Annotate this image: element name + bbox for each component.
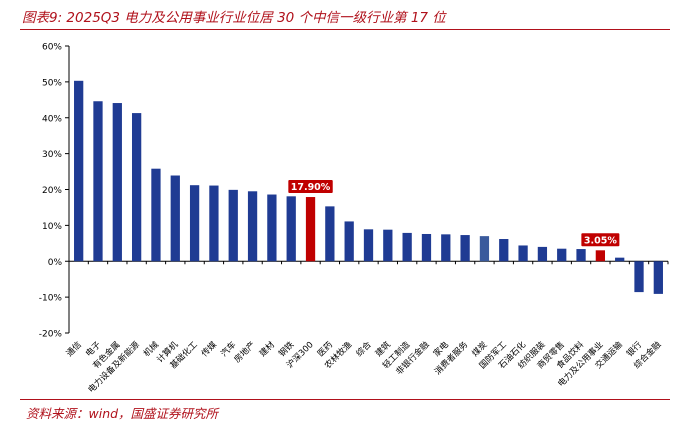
bar-27 xyxy=(595,250,606,262)
title-divider xyxy=(20,29,670,30)
x-category-label: 传媒 xyxy=(199,339,219,359)
y-tick-label: 50% xyxy=(42,78,62,88)
bar-28 xyxy=(615,257,625,262)
x-category-label: 综合 xyxy=(354,339,374,359)
bar-21 xyxy=(479,236,490,262)
bar-8 xyxy=(228,189,238,262)
x-category-label: 建材 xyxy=(257,339,277,359)
bar-26 xyxy=(576,249,586,262)
bar-3 xyxy=(131,113,142,262)
figure-title: 图表9: 2025Q3 电力及公用事业行业位居 30 个中信一级行业第 17 位 xyxy=(22,10,446,26)
bar-7 xyxy=(209,185,219,262)
bar-16 xyxy=(383,229,393,262)
y-tick-label: -20% xyxy=(39,330,63,340)
bar-13 xyxy=(325,206,335,262)
bar-29 xyxy=(634,261,644,293)
source-note: 资料来源：wind，国盛证券研究所 xyxy=(26,406,219,421)
y-tick-label: 30% xyxy=(42,150,62,160)
data-label-box xyxy=(581,233,620,247)
bar-18 xyxy=(421,233,432,262)
data-label: 3.05% xyxy=(584,235,617,246)
y-tick-label: 40% xyxy=(42,114,62,124)
bar-11 xyxy=(286,196,296,262)
bar-15 xyxy=(363,229,374,262)
bar-1 xyxy=(93,101,103,262)
y-tick-label: 20% xyxy=(42,186,62,196)
bar-19 xyxy=(441,234,451,262)
bar-2 xyxy=(112,103,122,262)
y-tick-label: 0% xyxy=(48,258,63,268)
y-tick-label: -10% xyxy=(39,294,63,304)
bar-9 xyxy=(247,191,258,262)
x-category-label: 通信 xyxy=(64,339,84,359)
y-tick-label: 60% xyxy=(42,43,62,53)
y-tick-label: 10% xyxy=(42,222,62,232)
bar-20 xyxy=(460,235,470,262)
data-label: 17.90% xyxy=(291,182,331,193)
bar-0 xyxy=(74,80,84,262)
bar-22 xyxy=(499,239,509,262)
bar-4 xyxy=(151,168,161,262)
bar-10 xyxy=(267,194,277,262)
bar-30 xyxy=(653,261,663,294)
bar-14 xyxy=(344,221,354,262)
x-category-label: 房地产 xyxy=(232,339,258,365)
bar-5 xyxy=(170,175,180,262)
bar-chart: -20%-10%0%10%20%30%40%50%60%通信 电子有色金属电力设备… xyxy=(39,43,669,395)
footer-divider xyxy=(20,399,670,400)
bar-24 xyxy=(537,246,548,262)
bar-25 xyxy=(557,248,567,262)
bar-17 xyxy=(402,232,412,262)
bar-6 xyxy=(189,185,200,262)
data-label-box xyxy=(288,180,333,194)
bar-23 xyxy=(518,245,528,262)
bar-12 xyxy=(305,197,316,262)
